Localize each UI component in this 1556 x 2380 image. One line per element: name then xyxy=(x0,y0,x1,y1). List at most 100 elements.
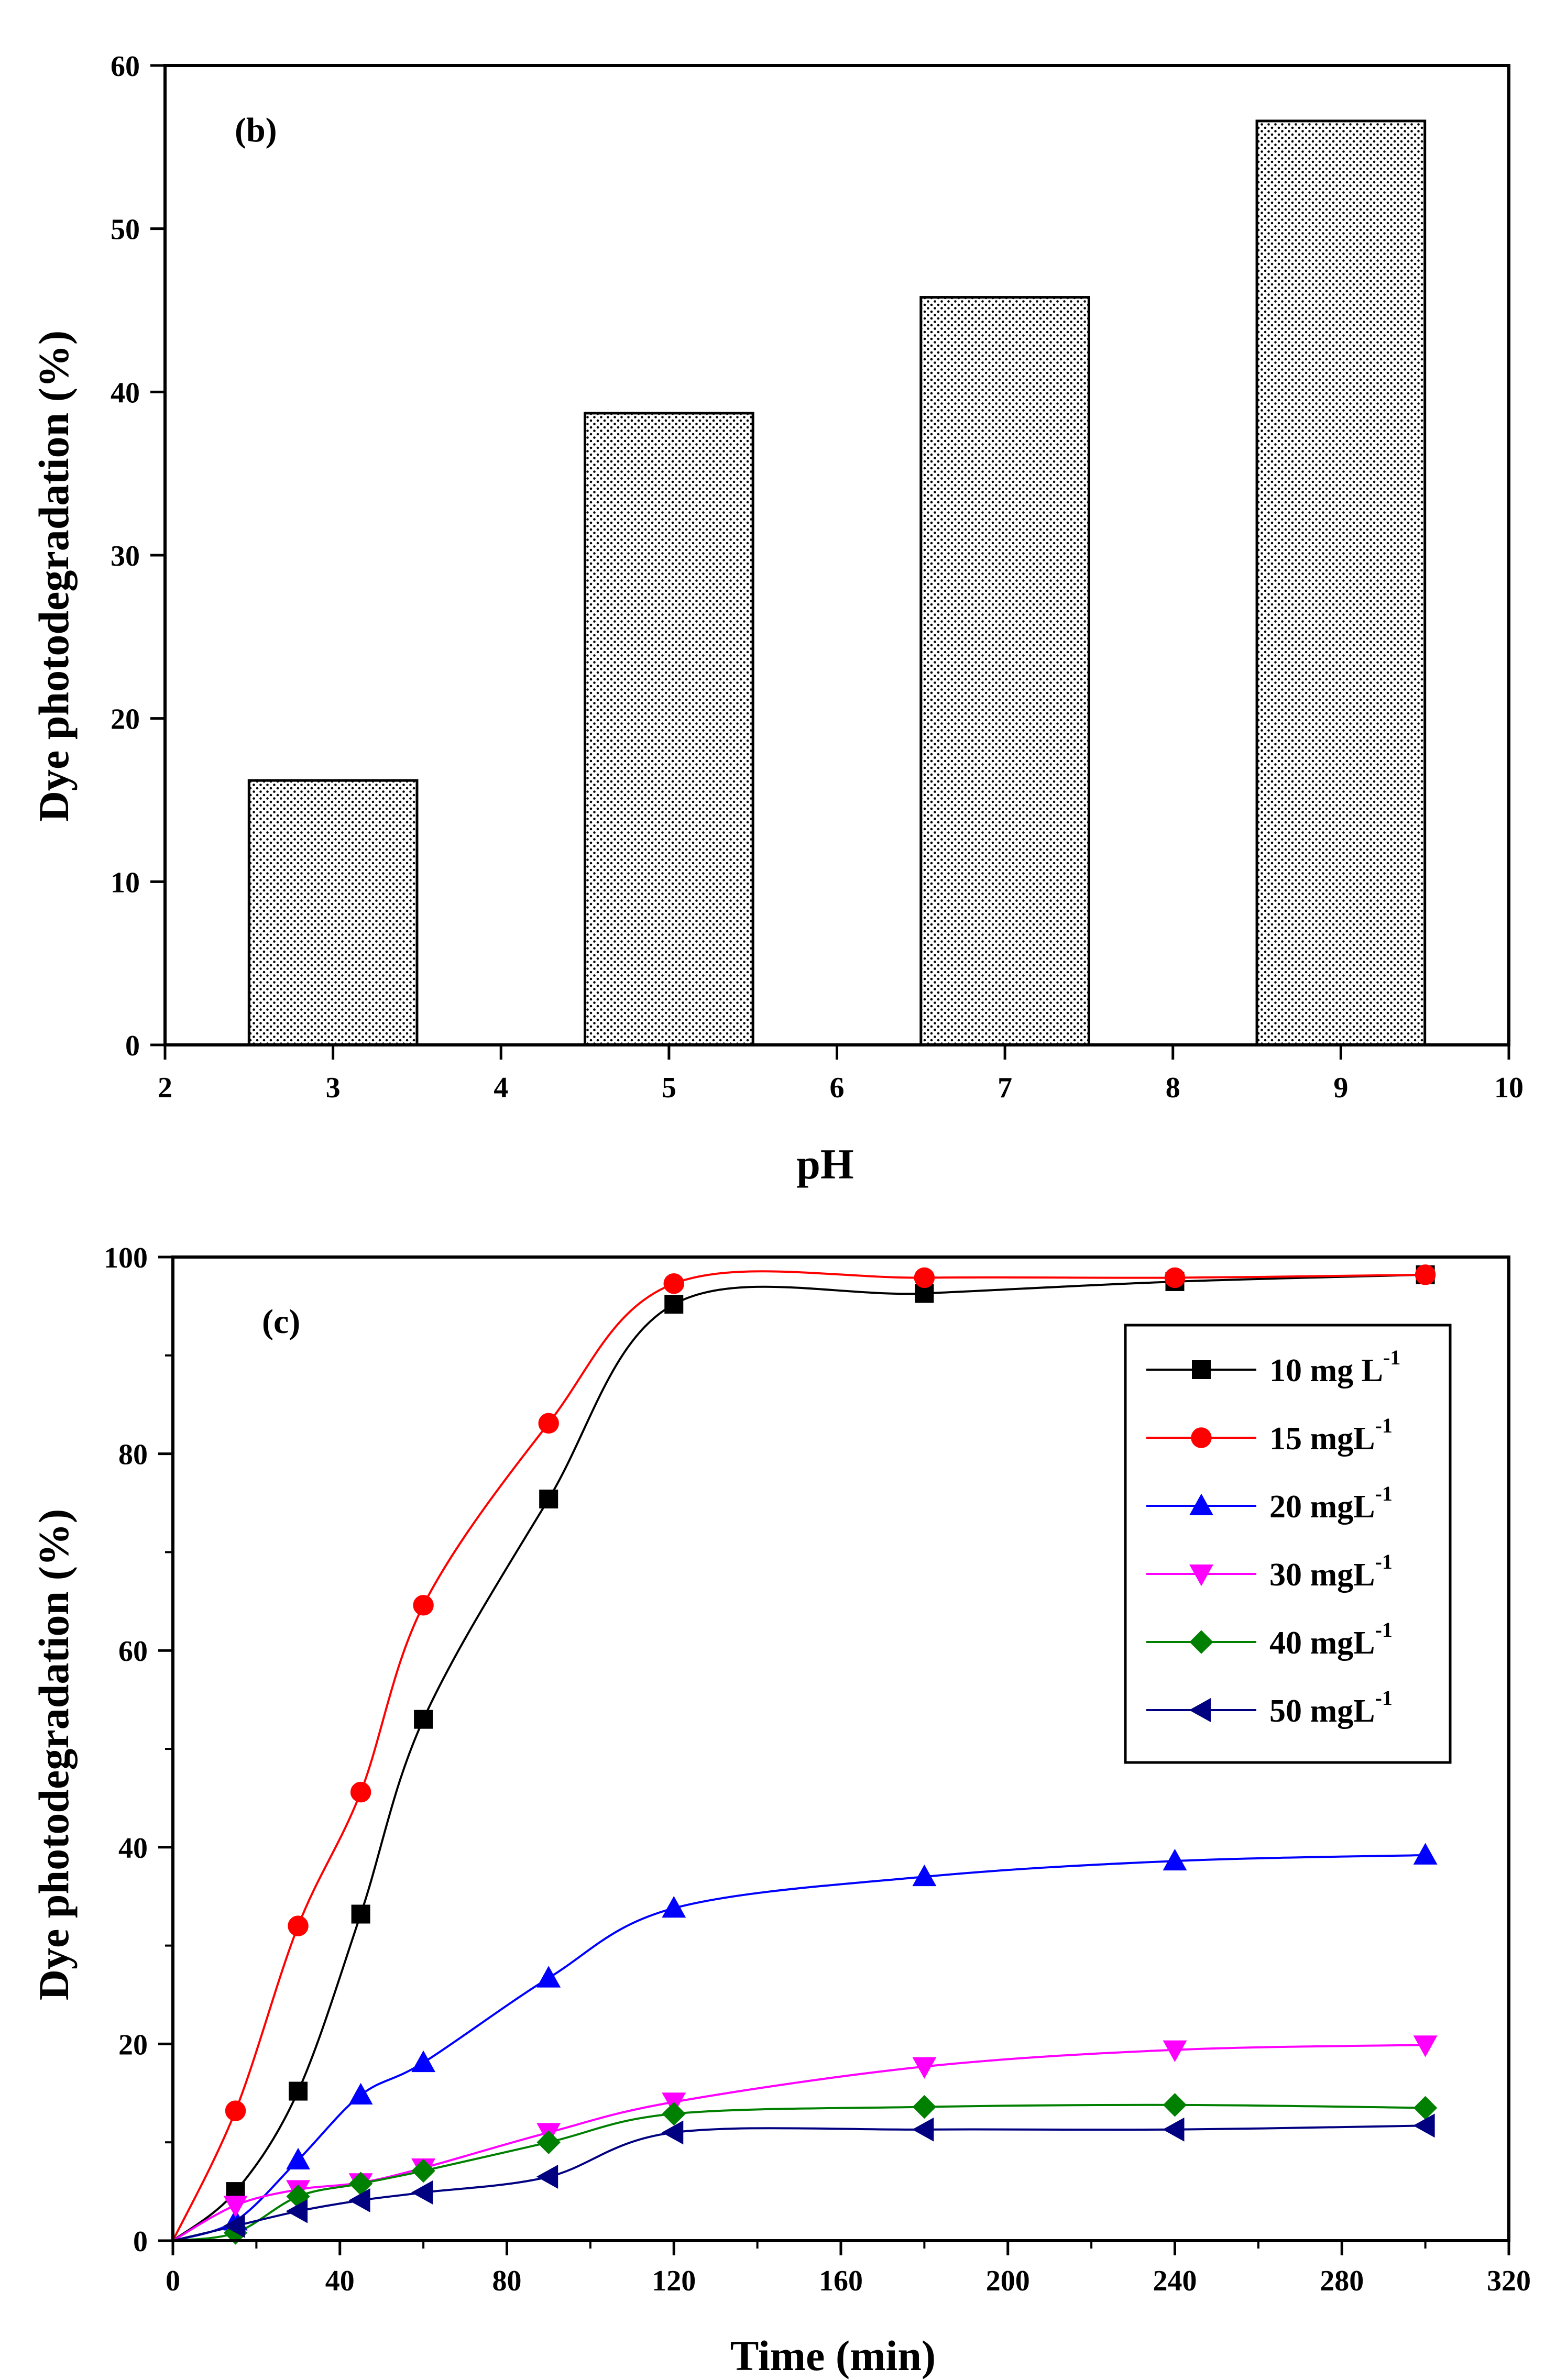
y-tick-label: 100 xyxy=(104,1242,148,1274)
x-tick-label: 160 xyxy=(819,2265,863,2297)
y-tick-label: 40 xyxy=(111,377,140,409)
x-tick-label: 0 xyxy=(166,2265,180,2297)
y-tick-label: 40 xyxy=(118,1832,148,1865)
panel-label: (c) xyxy=(262,1303,300,1341)
x-tick-label: 10 xyxy=(1494,1072,1524,1104)
legend-entry: 20 mgL-1 xyxy=(1146,1482,1393,1525)
x-tick-label: 280 xyxy=(1320,2265,1364,2297)
y-tick-label: 60 xyxy=(111,50,140,83)
data-point xyxy=(411,2180,433,2205)
data-point xyxy=(348,2188,370,2212)
bar-chart-panel: 2 3 4 5 6 7 8 9 10 0 10 20 30 40 50 60 (b) pH Dye photo… xyxy=(30,50,1524,1188)
data-point xyxy=(413,1595,434,1616)
x-tick-label: 240 xyxy=(1153,2265,1197,2297)
legend-label: 50 mgL-1 xyxy=(1269,1686,1393,1729)
data-point xyxy=(289,2081,308,2101)
x-tick-label: 6 xyxy=(830,1072,845,1104)
data-point xyxy=(1164,1267,1186,1288)
data-point xyxy=(1415,1264,1436,1285)
data-point xyxy=(348,2082,373,2105)
legend: 10 mg L-1 15 mgL-1 20 mgL-1 30 mgL-1 40 mgL-… xyxy=(1124,1324,1452,1764)
data-point xyxy=(225,2100,246,2121)
y-tick-label: 30 xyxy=(111,540,140,572)
legend-marker xyxy=(1189,1630,1213,1654)
y-tick-label: 50 xyxy=(111,214,140,246)
bars-group xyxy=(247,119,1427,1046)
data-point xyxy=(914,1267,935,1288)
bar-ph-3 xyxy=(247,779,419,1046)
legend-entry: 40 mgL-1 xyxy=(1146,1618,1393,1661)
x-tick-label: 200 xyxy=(986,2265,1030,2297)
data-point xyxy=(1413,1843,1438,1865)
legend-entry: 50 mgL-1 xyxy=(1146,1686,1393,1729)
x-tick-label: 9 xyxy=(1333,1072,1348,1104)
legend-entry: 30 mgL-1 xyxy=(1146,1550,1393,1593)
series-markers xyxy=(223,1264,1438,2245)
data-point xyxy=(538,1413,559,1434)
legend-marker xyxy=(1189,1564,1213,1586)
x-tick-label: 3 xyxy=(326,1072,341,1104)
data-point xyxy=(411,2050,436,2073)
legend-marker xyxy=(1192,1360,1211,1379)
data-point xyxy=(288,1915,309,1936)
data-point xyxy=(912,1864,937,1887)
x-tick-label: 8 xyxy=(1166,1072,1180,1104)
data-point xyxy=(912,2057,937,2079)
y-tick-label: 80 xyxy=(118,1439,148,1471)
legend-entry: 15 mgL-1 xyxy=(1146,1414,1393,1457)
y-tick-label: 0 xyxy=(133,2225,148,2258)
legend-box xyxy=(1124,1324,1452,1764)
legend-marker xyxy=(1189,1698,1211,1722)
data-point xyxy=(912,2117,934,2142)
series-line-4 xyxy=(172,2044,1426,2242)
y-tick-label: 60 xyxy=(118,1635,148,1668)
x-axis-title: pH xyxy=(796,1140,853,1188)
data-point xyxy=(350,1781,371,1803)
data-point xyxy=(664,1295,684,1314)
data-point xyxy=(286,2199,308,2223)
data-point xyxy=(536,2164,558,2189)
x-tick-label: 2 xyxy=(158,1072,172,1104)
data-point xyxy=(1413,2113,1435,2138)
y-axis-title: Dye photodegradation (%) xyxy=(30,1509,78,2000)
data-point xyxy=(536,1966,561,1988)
legend-marker xyxy=(1191,1427,1212,1448)
panel-label: (b) xyxy=(235,111,277,149)
x-tick-label: 7 xyxy=(998,1072,1012,1104)
data-point xyxy=(411,2158,435,2183)
bar-ph-5 xyxy=(584,412,754,1046)
data-point xyxy=(661,2120,684,2145)
bar-ph-9 xyxy=(1255,119,1427,1046)
legend-label: 30 mgL-1 xyxy=(1269,1550,1393,1593)
bar-ph-7 xyxy=(919,296,1090,1046)
legend-label: 15 mgL-1 xyxy=(1269,1414,1393,1457)
data-point xyxy=(662,2102,686,2126)
legend-label: 10 mg L-1 xyxy=(1269,1346,1400,1389)
data-point xyxy=(1163,2117,1185,2142)
x-tick-label: 4 xyxy=(494,1072,508,1104)
data-point xyxy=(1413,2035,1438,2057)
data-point xyxy=(539,1489,558,1508)
data-point xyxy=(286,2147,311,2170)
axis-ticks: 0 40 80 120 160 200 240 280 320 0 20 40 60 80 100 xyxy=(104,1242,1531,2297)
legend-marker xyxy=(1189,1493,1213,1515)
axis-ticks: 2 3 4 5 6 7 8 9 10 0 10 20 30 40 50 60 xyxy=(111,50,1524,1104)
x-axis-title: Time (min) xyxy=(730,2332,936,2379)
series-line-2 xyxy=(172,1270,1426,2241)
data-point xyxy=(414,1710,433,1729)
y-tick-label: 0 xyxy=(125,1030,140,1062)
x-tick-label: 5 xyxy=(662,1072,676,1104)
data-point xyxy=(351,1904,370,1924)
data-point xyxy=(223,2213,245,2238)
y-tick-label: 20 xyxy=(111,703,140,736)
y-axis-title: Dye photodegradation (%) xyxy=(30,330,78,822)
x-tick-label: 120 xyxy=(652,2265,696,2297)
data-point xyxy=(223,2196,248,2218)
y-tick-label: 10 xyxy=(111,866,140,899)
legend-entry: 10 mg L-1 xyxy=(1146,1346,1400,1389)
data-point xyxy=(1163,1848,1187,1871)
data-point xyxy=(1163,2040,1187,2062)
legend-label: 20 mgL-1 xyxy=(1269,1482,1393,1525)
